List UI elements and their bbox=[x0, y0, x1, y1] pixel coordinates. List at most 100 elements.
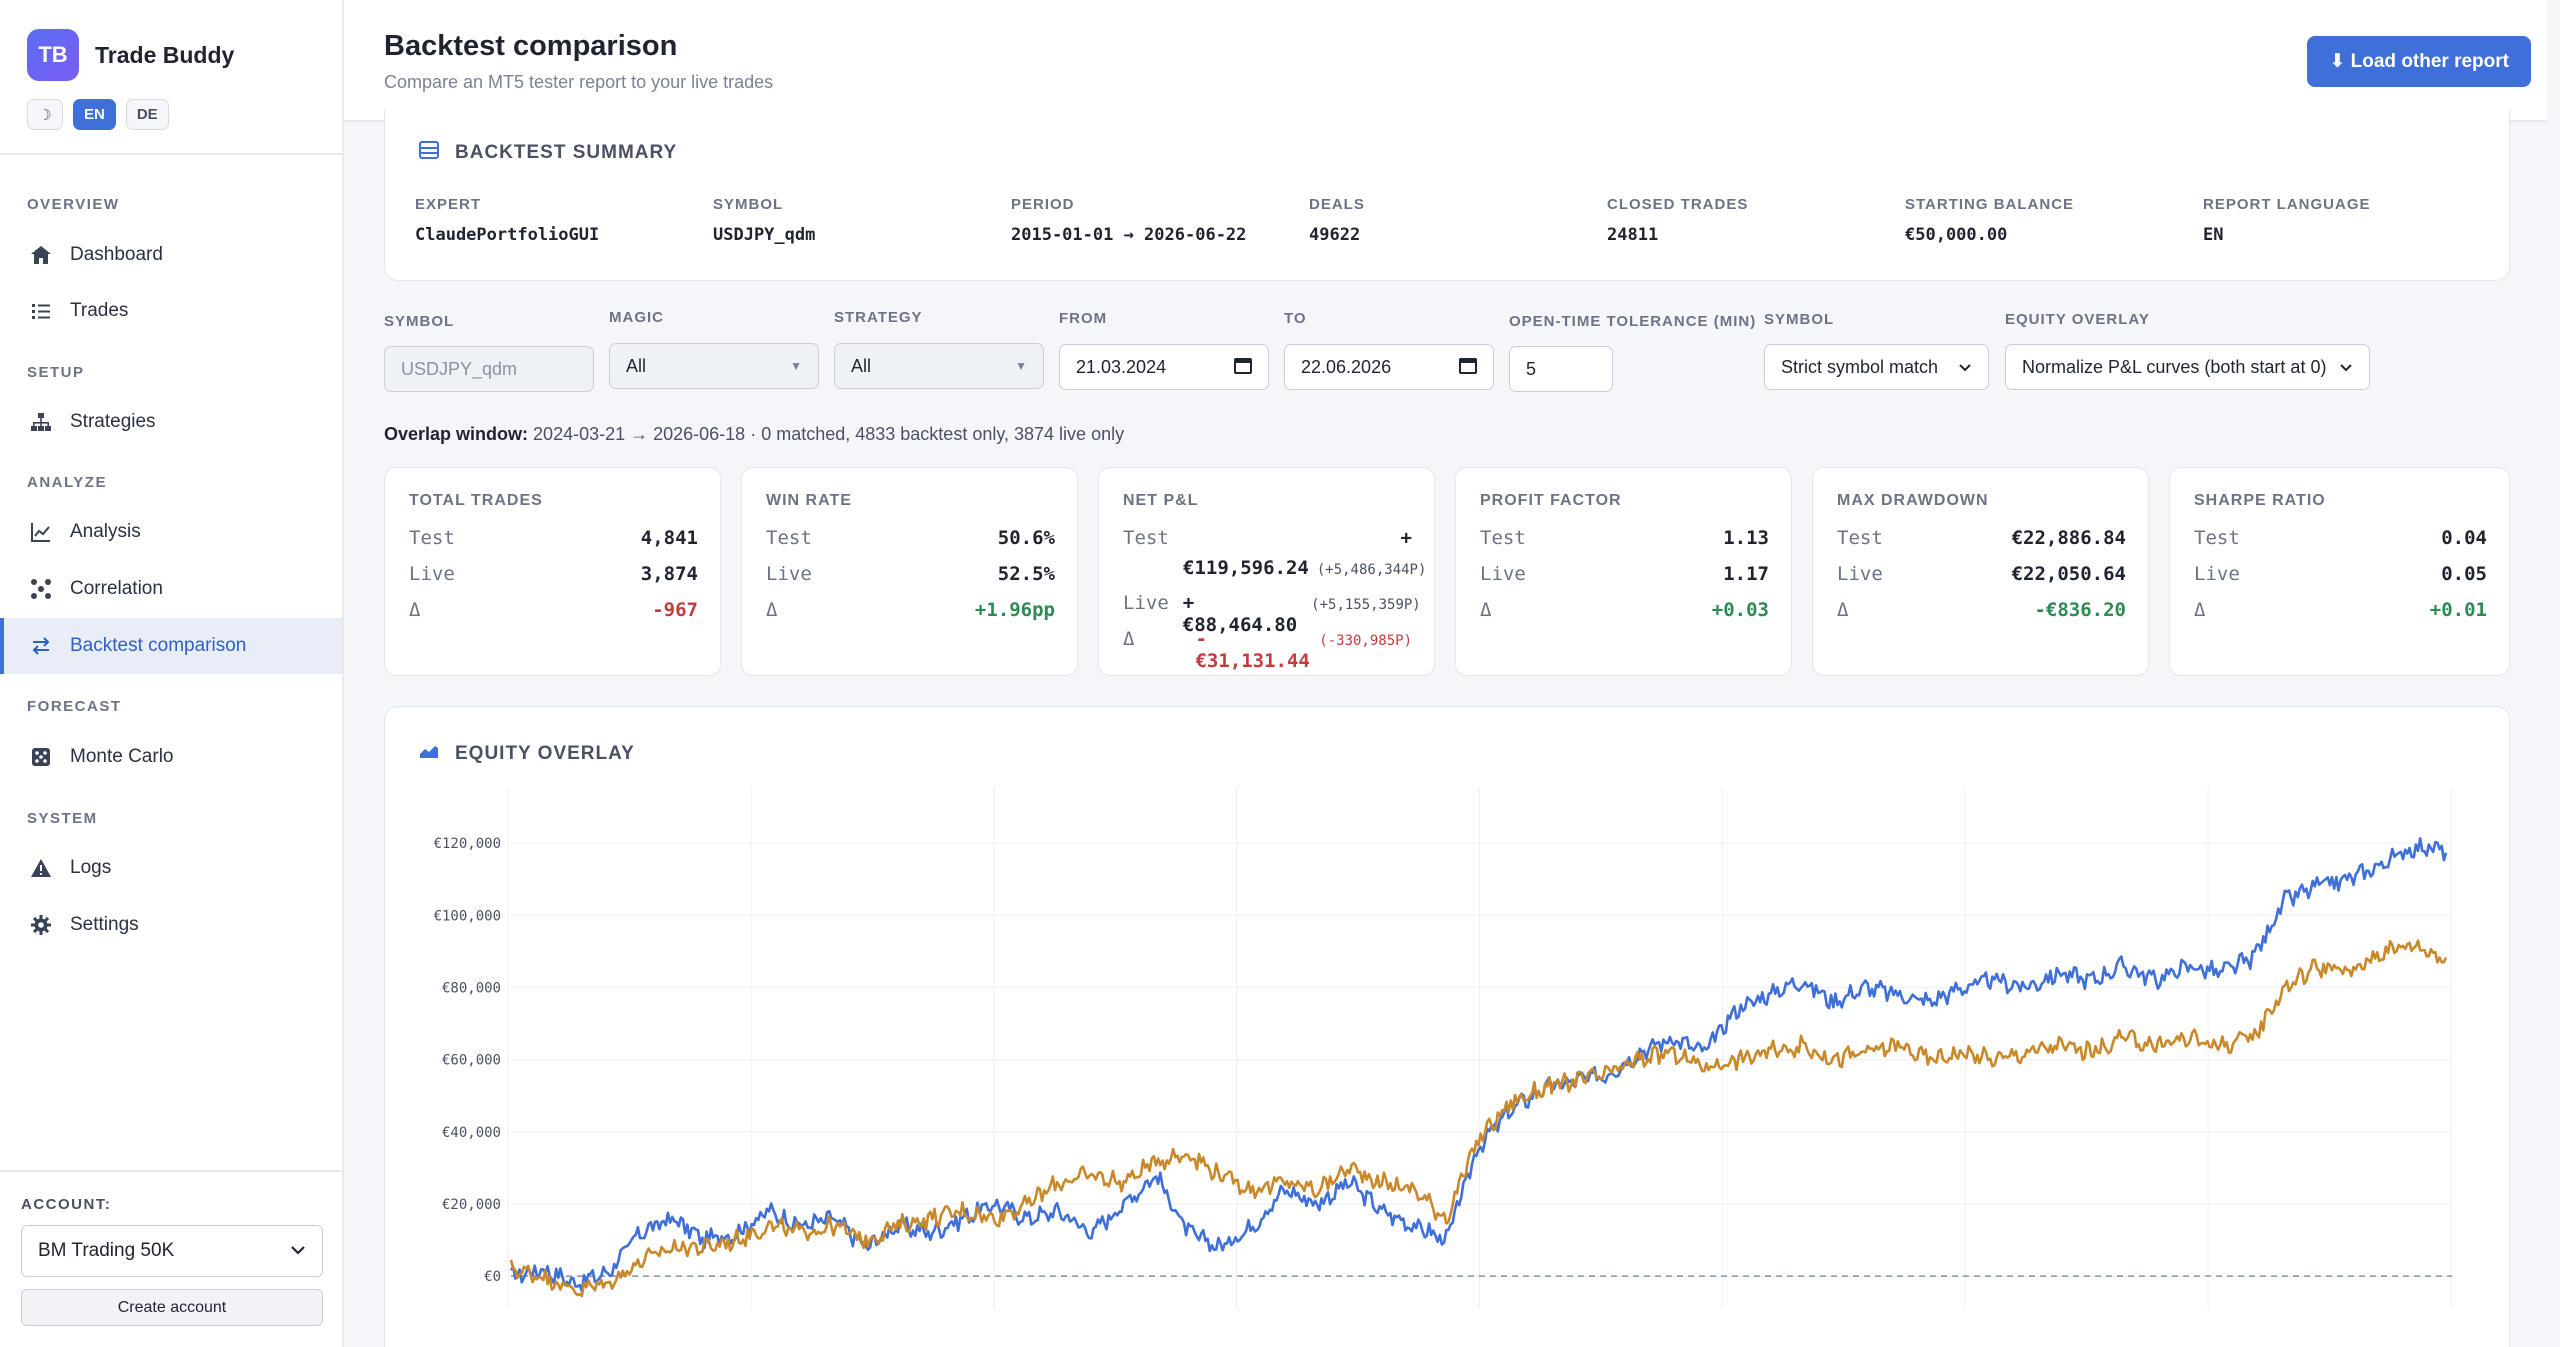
summary-label: SYMBOL bbox=[713, 196, 784, 213]
summary-label: REPORT LANGUAGE bbox=[2203, 196, 2371, 213]
sidebar-footer-divider bbox=[0, 1170, 342, 1172]
table-icon bbox=[419, 141, 439, 165]
summary-field-expert: EXPERT ClaudePortfolioGUI bbox=[415, 196, 599, 245]
sidebar-item-label: Settings bbox=[70, 914, 139, 935]
dice-icon bbox=[28, 744, 54, 770]
scrollbar[interactable] bbox=[2547, 0, 2560, 1347]
account-label: ACCOUNT: bbox=[21, 1196, 112, 1213]
to-date-input[interactable]: 22.06.2026 bbox=[1284, 344, 1494, 390]
sidebar-item-backtest-comparison[interactable]: Backtest comparison bbox=[0, 618, 342, 674]
metric-card-sharpe-ratio: SHARPE RATIO Test 0.04 Live 0.05 Δ +0.01 bbox=[2169, 467, 2510, 676]
brand-name: Trade Buddy bbox=[95, 41, 235, 68]
metric-test-value: €119,596.24 bbox=[1183, 557, 1309, 579]
equity-overlay-value: Normalize P&L curves (both start at 0) bbox=[2022, 356, 2327, 377]
list-icon bbox=[28, 298, 54, 324]
filter-symbol-mode-label: SYMBOL bbox=[1764, 311, 1835, 328]
y-tick-label: €80,000 bbox=[442, 980, 501, 996]
y-tick-label: €0 bbox=[484, 1269, 501, 1285]
sidebar-item-analysis[interactable]: Analysis bbox=[0, 504, 342, 560]
sidebar-item-label: Dashboard bbox=[70, 244, 163, 265]
filter-symbol-label: SYMBOL bbox=[384, 313, 455, 330]
magic-select-value: All bbox=[626, 355, 647, 376]
calendar-icon[interactable] bbox=[1459, 356, 1477, 379]
filter-from-label: FROM bbox=[1059, 310, 1108, 327]
brand[interactable]: TB Trade Buddy bbox=[27, 29, 234, 81]
tolerance-value: 5 bbox=[1526, 358, 1537, 379]
sidebar-item-correlation[interactable]: Correlation bbox=[0, 561, 342, 617]
symbol-input[interactable]: USDJPY_qdm bbox=[384, 346, 594, 392]
equity-overlay-select[interactable]: Normalize P&L curves (both start at 0) bbox=[2005, 344, 2370, 390]
series-line-1 bbox=[509, 939, 2448, 1298]
nav-section-system: SYSTEM bbox=[27, 810, 98, 827]
metric-title: PROFIT FACTOR bbox=[1480, 492, 1622, 509]
filter-overlay-label: EQUITY OVERLAY bbox=[2005, 311, 2150, 328]
sidebar-item-label: Backtest comparison bbox=[70, 635, 247, 656]
summary-value: 49622 bbox=[1309, 225, 1361, 245]
caret-down-icon: ▼ bbox=[1015, 359, 1027, 373]
symbol-mode-select[interactable]: Strict symbol match bbox=[1764, 344, 1989, 390]
summary-label: DEALS bbox=[1309, 196, 1365, 213]
metric-test-value: 50.6% bbox=[997, 527, 1055, 549]
metric-card-win-rate: WIN RATE Test 50.6% Live 52.5% Δ +1.96pp bbox=[741, 467, 1078, 676]
metric-test-value: 0.04 bbox=[2441, 527, 2487, 549]
from-date-input[interactable]: 21.03.2024 bbox=[1059, 344, 1269, 390]
summary-field-deals: DEALS 49622 bbox=[1309, 196, 1365, 245]
sidebar-item-label: Trades bbox=[70, 300, 129, 321]
y-tick-label: €120,000 bbox=[434, 836, 501, 852]
summary-field-period: PERIOD 2015-01-01 → 2026-06-22 bbox=[1011, 196, 1246, 245]
overlap-text: 2024-03-21 → 2026-06-18 · 0 matched, 483… bbox=[533, 424, 1125, 444]
account-select[interactable]: BM Trading 50K bbox=[21, 1225, 323, 1277]
chart-header: EQUITY OVERLAY bbox=[419, 743, 635, 765]
metric-live-value: 1.17 bbox=[1723, 563, 1769, 585]
chevron-down-icon bbox=[2339, 357, 2353, 378]
equity-chart[interactable]: €0 €20,000 €40,000 €60,000 €80,000 €100,000 €1… bbox=[385, 707, 2511, 1347]
tolerance-input[interactable]: 5 bbox=[1509, 346, 1613, 392]
strategy-select[interactable]: All ▼ bbox=[834, 343, 1044, 389]
brand-logo: TB bbox=[27, 29, 79, 81]
magic-select[interactable]: All ▼ bbox=[609, 343, 819, 389]
sidebar-item-strategies[interactable]: Strategies bbox=[0, 394, 342, 450]
to-date-value: 22.06.2026 bbox=[1301, 356, 1392, 377]
area-chart-icon bbox=[419, 743, 439, 765]
summary-field-closed-trades: CLOSED TRADES 24811 bbox=[1607, 196, 1748, 245]
sidebar-item-settings[interactable]: Settings bbox=[0, 897, 342, 953]
symbol-input-placeholder: USDJPY_qdm bbox=[401, 358, 518, 379]
metric-live-label: Live bbox=[1123, 592, 1169, 614]
create-account-button[interactable]: Create account bbox=[21, 1289, 323, 1326]
language-de-button[interactable]: DE bbox=[125, 99, 169, 130]
calendar-icon[interactable] bbox=[1234, 356, 1252, 379]
sidebar-item-logs[interactable]: Logs bbox=[0, 840, 342, 896]
metric-live-points: (+5,155,359P) bbox=[1311, 597, 1421, 613]
language-en-button[interactable]: EN bbox=[73, 99, 116, 130]
sidebar-item-trades[interactable]: Trades bbox=[0, 283, 342, 339]
metric-test-label: Test bbox=[1123, 527, 1169, 549]
metric-delta-value: +0.03 bbox=[1711, 599, 1769, 621]
summary-field-starting-balance: STARTING BALANCE €50,000.00 bbox=[1905, 196, 2074, 245]
metric-delta-value: -967 bbox=[652, 599, 698, 621]
equity-overlay-card: EQUITY OVERLAY €0 €20,000 €40,000 €60,000 €8… bbox=[384, 706, 2510, 1347]
summary-field-report-language: REPORT LANGUAGE EN bbox=[2203, 196, 2371, 245]
sidebar-item-monte-carlo[interactable]: Monte Carlo bbox=[0, 729, 342, 785]
summary-field-symbol: SYMBOL USDJPY_qdm bbox=[713, 196, 815, 245]
chart-title: EQUITY OVERLAY bbox=[455, 743, 635, 764]
summary-value: €50,000.00 bbox=[1905, 225, 2008, 245]
load-other-report-button[interactable]: ⬇ Load other report bbox=[2307, 36, 2531, 87]
metric-test-points: (+5,486,344P) bbox=[1316, 562, 1427, 578]
page-title: Backtest comparison bbox=[384, 30, 678, 62]
summary-label: PERIOD bbox=[1011, 196, 1075, 213]
summary-label: EXPERT bbox=[415, 196, 482, 213]
metric-card-profit-factor: PROFIT FACTOR Test 1.13 Live 1.17 Δ +0.03 bbox=[1455, 467, 1792, 676]
metric-delta-value: -€31,131.44 bbox=[1195, 628, 1310, 672]
strategy-select-value: All bbox=[851, 355, 872, 376]
theme-toggle-button[interactable]: ☽ bbox=[27, 99, 63, 130]
overlap-label: Overlap window: bbox=[384, 424, 529, 444]
metric-test-sign: + bbox=[1400, 527, 1412, 549]
home-icon bbox=[28, 242, 54, 268]
nav-section-setup: SETUP bbox=[27, 364, 85, 381]
sidebar-item-dashboard[interactable]: Dashboard bbox=[0, 227, 342, 283]
series-line-0 bbox=[509, 837, 2448, 1293]
metric-live-value: +€88,464.80 bbox=[1182, 592, 1298, 636]
metric-live-label: Live bbox=[2194, 563, 2240, 585]
summary-value: EN bbox=[2203, 225, 2224, 245]
y-tick-label: €100,000 bbox=[434, 908, 501, 924]
